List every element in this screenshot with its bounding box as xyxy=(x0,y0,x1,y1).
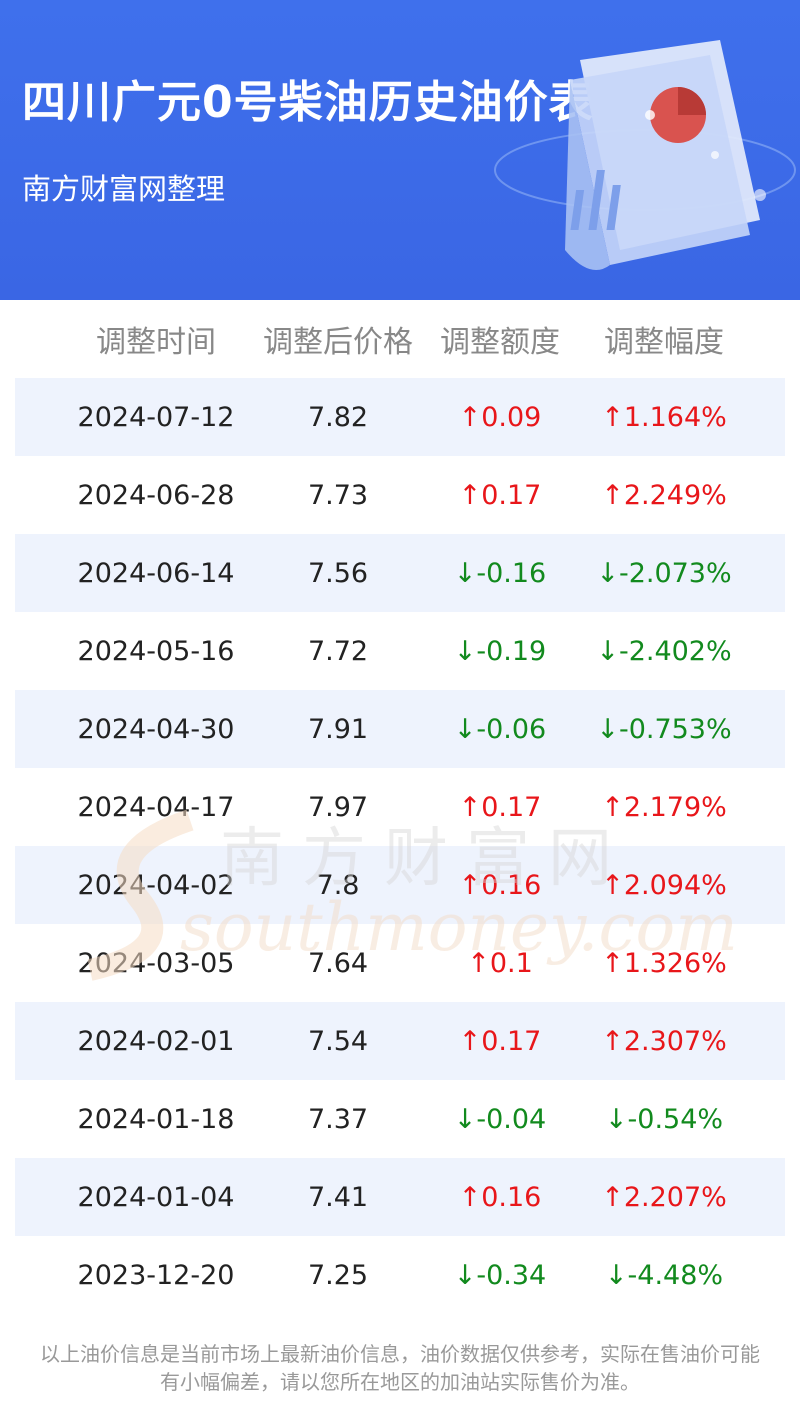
cell-price: 7.54 xyxy=(307,1025,369,1057)
cell-change: ↓-0.16 xyxy=(453,557,547,589)
cell-date: 2024-02-01 xyxy=(77,1025,235,1057)
cell-change: ↓-0.19 xyxy=(453,635,547,667)
cell-date: 2023-12-20 xyxy=(77,1259,235,1291)
table-row: 2024-06-28 7.73 ↑0.17 ↑2.249% xyxy=(15,456,785,534)
table-row: 2024-02-01 7.54 ↑0.17 ↑2.307% xyxy=(15,1002,785,1080)
cell-percent: ↓-4.48% xyxy=(604,1259,724,1291)
cell-price: 7.25 xyxy=(307,1259,369,1291)
cell-price: 7.73 xyxy=(307,479,369,511)
table-row: 2024-04-30 7.91 ↓-0.06 ↓-0.753% xyxy=(15,690,785,768)
cell-change: ↑0.17 xyxy=(458,791,542,823)
column-header-date: 调整时间 xyxy=(96,325,216,360)
cell-price: 7.8 xyxy=(316,869,360,901)
cell-price: 7.64 xyxy=(307,947,369,979)
cell-percent: ↑2.249% xyxy=(601,479,727,511)
table-row: 2024-07-12 7.82 ↑0.09 ↑1.164% xyxy=(15,378,785,456)
cell-change: ↑0.16 xyxy=(458,1181,542,1213)
cell-date: 2024-04-17 xyxy=(77,791,235,823)
table-row: 2024-05-16 7.72 ↓-0.19 ↓-2.402% xyxy=(15,612,785,690)
cell-price: 7.82 xyxy=(307,401,369,433)
cell-change: ↑0.17 xyxy=(458,1025,542,1057)
page-title: 四川广元0号柴油历史油价表 xyxy=(22,77,594,128)
cell-price: 7.56 xyxy=(307,557,369,589)
header-banner: 四川广元0号柴油历史油价表 南方财富网整理 xyxy=(0,0,800,300)
table-row: 2024-04-17 7.97 ↑0.17 ↑2.179% xyxy=(15,768,785,846)
cell-percent: ↓-0.753% xyxy=(596,713,732,745)
cell-date: 2024-07-12 xyxy=(77,401,235,433)
cell-percent: ↑2.207% xyxy=(601,1181,727,1213)
cell-percent: ↓-2.073% xyxy=(596,557,732,589)
cell-change: ↑0.17 xyxy=(458,479,542,511)
table-row: 2023-12-20 7.25 ↓-0.34 ↓-4.48% xyxy=(15,1236,785,1314)
cell-price: 7.97 xyxy=(307,791,369,823)
cell-price: 7.91 xyxy=(307,713,369,745)
table-row: 2024-03-05 7.64 ↑0.1 ↑1.326% xyxy=(15,924,785,1002)
cell-percent: ↓-0.54% xyxy=(604,1103,724,1135)
disclaimer: 以上油价信息是当前市场上最新油价信息，油价数据仅供参考，实际在售油价可能 有小幅… xyxy=(0,1340,800,1396)
cell-percent: ↓-2.402% xyxy=(596,635,732,667)
column-header-percent: 调整幅度 xyxy=(604,325,724,360)
table-row: 2024-01-04 7.41 ↑0.16 ↑2.207% xyxy=(15,1158,785,1236)
column-header-change: 调整额度 xyxy=(440,325,560,360)
cell-percent: ↑2.179% xyxy=(601,791,727,823)
cell-price: 7.37 xyxy=(307,1103,369,1135)
table-row: 2024-06-14 7.56 ↓-0.16 ↓-2.073% xyxy=(15,534,785,612)
cell-date: 2024-01-18 xyxy=(77,1103,235,1135)
table-header: 调整时间 调整后价格 调整额度 调整幅度 xyxy=(0,300,800,378)
cell-change: ↑0.09 xyxy=(458,401,542,433)
cell-change: ↓-0.04 xyxy=(453,1103,547,1135)
disclaimer-line-1: 以上油价信息是当前市场上最新油价信息，油价数据仅供参考，实际在售油价可能 xyxy=(40,1342,760,1366)
column-header-price: 调整后价格 xyxy=(263,325,413,360)
table-row: 2024-04-02 7.8 ↑0.16 ↑2.094% xyxy=(15,846,785,924)
cell-date: 2024-01-04 xyxy=(77,1181,235,1213)
cell-percent: ↑2.307% xyxy=(601,1025,727,1057)
cell-change: ↑0.16 xyxy=(458,869,542,901)
cell-change: ↑0.1 xyxy=(467,947,533,979)
cell-price: 7.72 xyxy=(307,635,369,667)
cell-date: 2024-06-28 xyxy=(77,479,235,511)
cell-date: 2024-05-16 xyxy=(77,635,235,667)
cell-price: 7.41 xyxy=(307,1181,369,1213)
page-subtitle: 南方财富网整理 xyxy=(22,172,226,206)
table-row: 2024-01-18 7.37 ↓-0.04 ↓-0.54% xyxy=(15,1080,785,1158)
document-chart-illustration-icon xyxy=(494,40,796,270)
cell-percent: ↑1.164% xyxy=(601,401,727,433)
cell-date: 2024-03-05 xyxy=(77,947,235,979)
cell-percent: ↑1.326% xyxy=(601,947,727,979)
cell-date: 2024-04-30 xyxy=(77,713,235,745)
disclaimer-line-2: 有小幅偏差，请以您所在地区的加油站实际售价为准。 xyxy=(160,1370,640,1394)
cell-change: ↓-0.06 xyxy=(453,713,547,745)
cell-change: ↓-0.34 xyxy=(453,1259,547,1291)
cell-date: 2024-04-02 xyxy=(77,869,235,901)
cell-date: 2024-06-14 xyxy=(77,557,235,589)
cell-percent: ↑2.094% xyxy=(601,869,727,901)
